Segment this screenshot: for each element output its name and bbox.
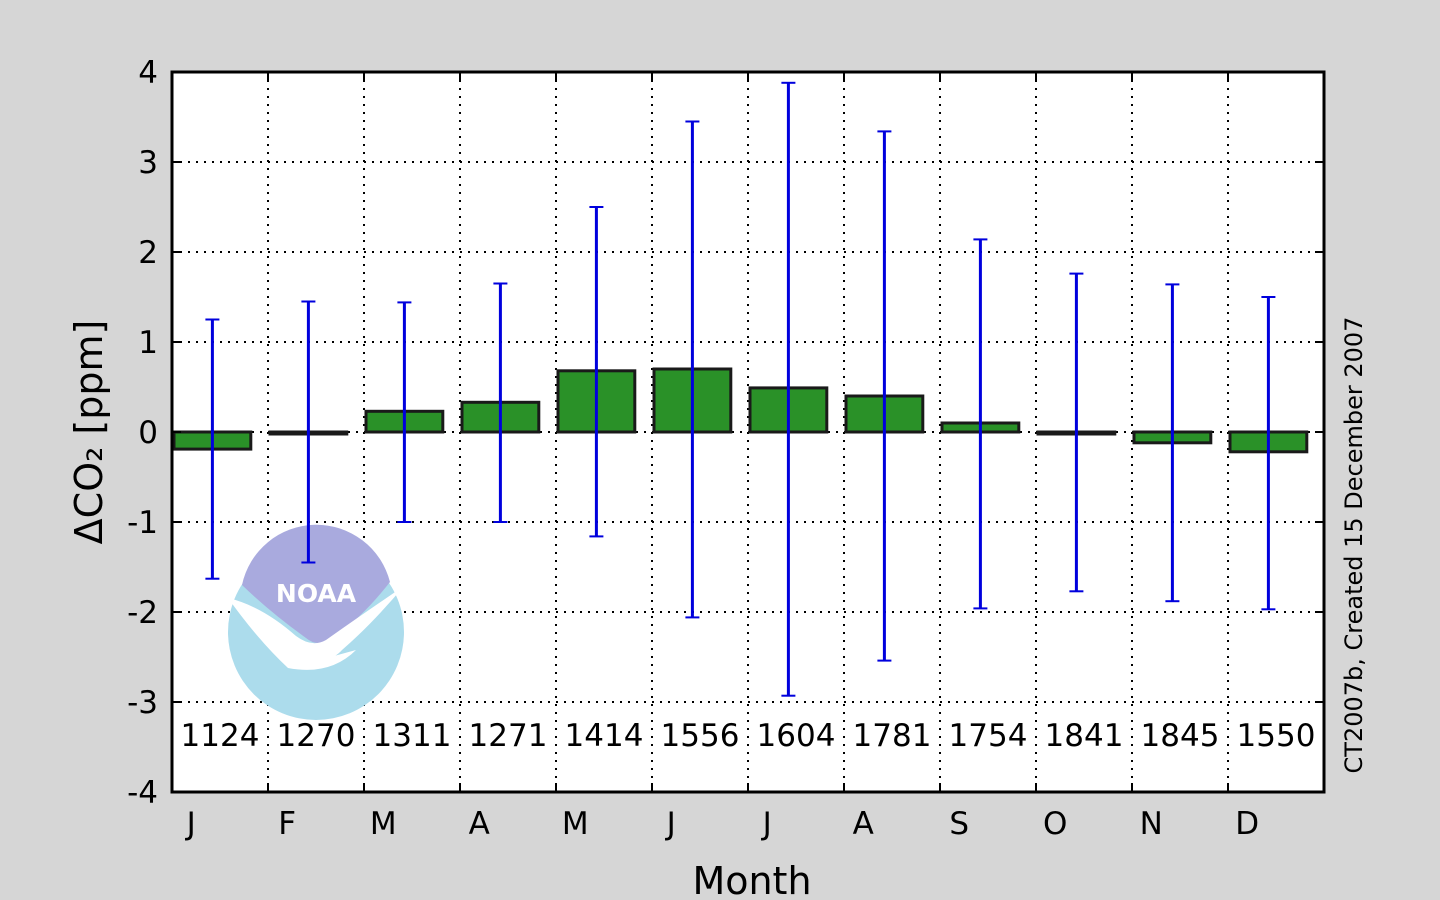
count-label: 1841: [1045, 718, 1124, 754]
x-tick-label: J: [761, 806, 772, 842]
x-tick-label: J: [665, 806, 676, 842]
error-bar: [877, 130, 892, 662]
noaa-logo: NOAA: [228, 524, 404, 720]
error-bar: [1069, 272, 1084, 593]
y-tick-label: 1: [138, 325, 158, 361]
error-bar: [205, 318, 220, 580]
count-label: 1781: [853, 718, 932, 754]
y-tick-label: 3: [138, 145, 158, 181]
y-tick-label: 2: [138, 235, 158, 271]
count-label: 1271: [469, 718, 548, 754]
x-tick-label: J: [185, 806, 196, 842]
error-bar: [397, 301, 412, 523]
error-bar: [589, 206, 604, 538]
count-label: 1270: [277, 718, 356, 754]
y-tick-label: -2: [127, 595, 158, 631]
count-label: 1550: [1237, 718, 1316, 754]
count-label: 1414: [565, 718, 644, 754]
x-tick-label: S: [949, 806, 969, 842]
x-tick-label: M: [370, 806, 397, 842]
side-note: CT2007b, Created 15 December 2007: [1340, 317, 1368, 774]
error-bar: [1261, 296, 1276, 611]
error-bar: [1165, 283, 1180, 603]
x-tick-label: A: [853, 806, 874, 842]
error-bar: [781, 81, 796, 697]
x-axis-label: Month: [692, 859, 811, 900]
y-axis-label: ΔCO₂ [ppm]: [67, 320, 111, 545]
y-tick-label: 4: [138, 55, 158, 91]
x-tick-label: M: [562, 806, 589, 842]
error-bar: [973, 238, 988, 610]
y-tick-label: -4: [127, 775, 158, 811]
count-label: 1845: [1141, 718, 1220, 754]
count-label: 1604: [757, 718, 836, 754]
x-tick-label: D: [1235, 806, 1259, 842]
count-label: 1754: [949, 718, 1028, 754]
count-label: 1124: [181, 718, 260, 754]
logo-upper-disc: [242, 524, 390, 643]
x-tick-label: A: [469, 806, 490, 842]
x-tick-label: F: [278, 806, 296, 842]
y-axis-ticks: 4 3 2 1 0 -1 -2 -3 -4: [127, 55, 1324, 811]
error-bar: [493, 282, 508, 523]
x-tick-label: O: [1043, 806, 1067, 842]
count-labels: 1124 1270 1311 1271 1414 1556 1604 1781 1754 1841…: [181, 718, 1316, 754]
logo-bird: [228, 586, 404, 670]
error-bar: [301, 300, 316, 564]
error-bars: [205, 81, 1276, 697]
logo-text: NOAA: [276, 579, 357, 608]
y-tick-label: -1: [127, 505, 158, 541]
y-tick-label: -3: [127, 685, 158, 721]
x-tick-label: N: [1140, 806, 1163, 842]
error-bar: [685, 120, 700, 619]
count-label: 1311: [373, 718, 452, 754]
y-tick-label: 0: [138, 415, 158, 451]
grid-lines: [172, 72, 1324, 792]
count-label: 1556: [661, 718, 740, 754]
